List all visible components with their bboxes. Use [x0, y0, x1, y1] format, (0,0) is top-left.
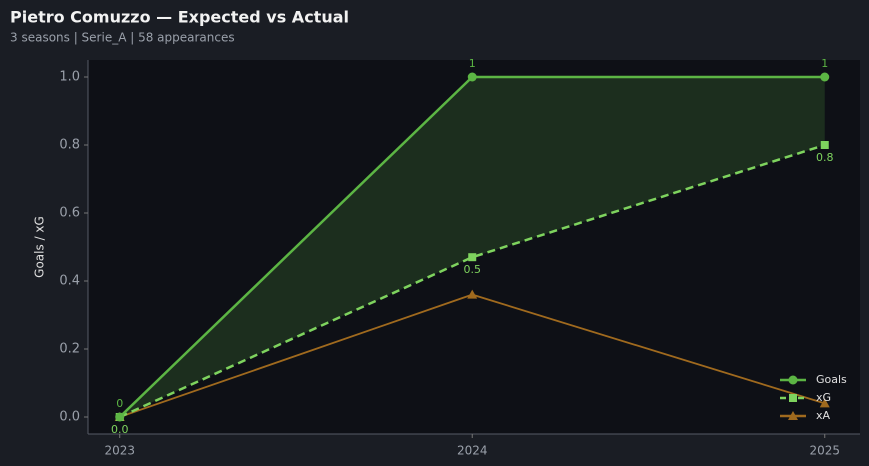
y-tick-label: 0.4 — [59, 274, 80, 289]
legend-marker — [788, 375, 798, 385]
chart-subtitle: 3 seasons | Serie_A | 58 appearances — [10, 31, 235, 45]
data-label: 0.5 — [463, 263, 481, 276]
marker — [820, 72, 830, 82]
marker — [467, 72, 477, 82]
marker — [467, 289, 478, 299]
marker — [468, 253, 477, 262]
data-label: 1 — [469, 57, 476, 70]
x-tick-label: 2024 — [457, 444, 488, 458]
legend-label: xG — [816, 391, 831, 404]
chart-title: Pietro Comuzzo — Expected vs Actual — [10, 8, 349, 27]
x-tick-label: 2023 — [104, 444, 135, 458]
y-tick-label: 1.0 — [59, 70, 80, 85]
y-tick-label: 0.8 — [59, 138, 80, 153]
legend-label: xA — [816, 409, 831, 422]
legend-label: Goals — [816, 373, 847, 386]
legend-marker — [789, 394, 797, 402]
marker — [819, 398, 830, 408]
marker — [820, 141, 829, 149]
data-label: 0.8 — [816, 151, 834, 164]
data-label: 1 — [821, 57, 828, 70]
plot-area — [88, 60, 860, 434]
y-axis-label: Goals / xG — [33, 216, 47, 278]
data-label: 0.0 — [111, 423, 129, 436]
legend-marker — [788, 411, 798, 420]
y-tick-label: 0.0 — [59, 410, 80, 425]
y-tick-label: 0.6 — [59, 206, 80, 221]
gap-fill — [119, 77, 825, 417]
y-tick-label: 0.2 — [59, 342, 80, 357]
marker — [115, 412, 125, 422]
x-tick-label: 2025 — [809, 444, 840, 458]
data-label: 0 — [116, 397, 123, 410]
